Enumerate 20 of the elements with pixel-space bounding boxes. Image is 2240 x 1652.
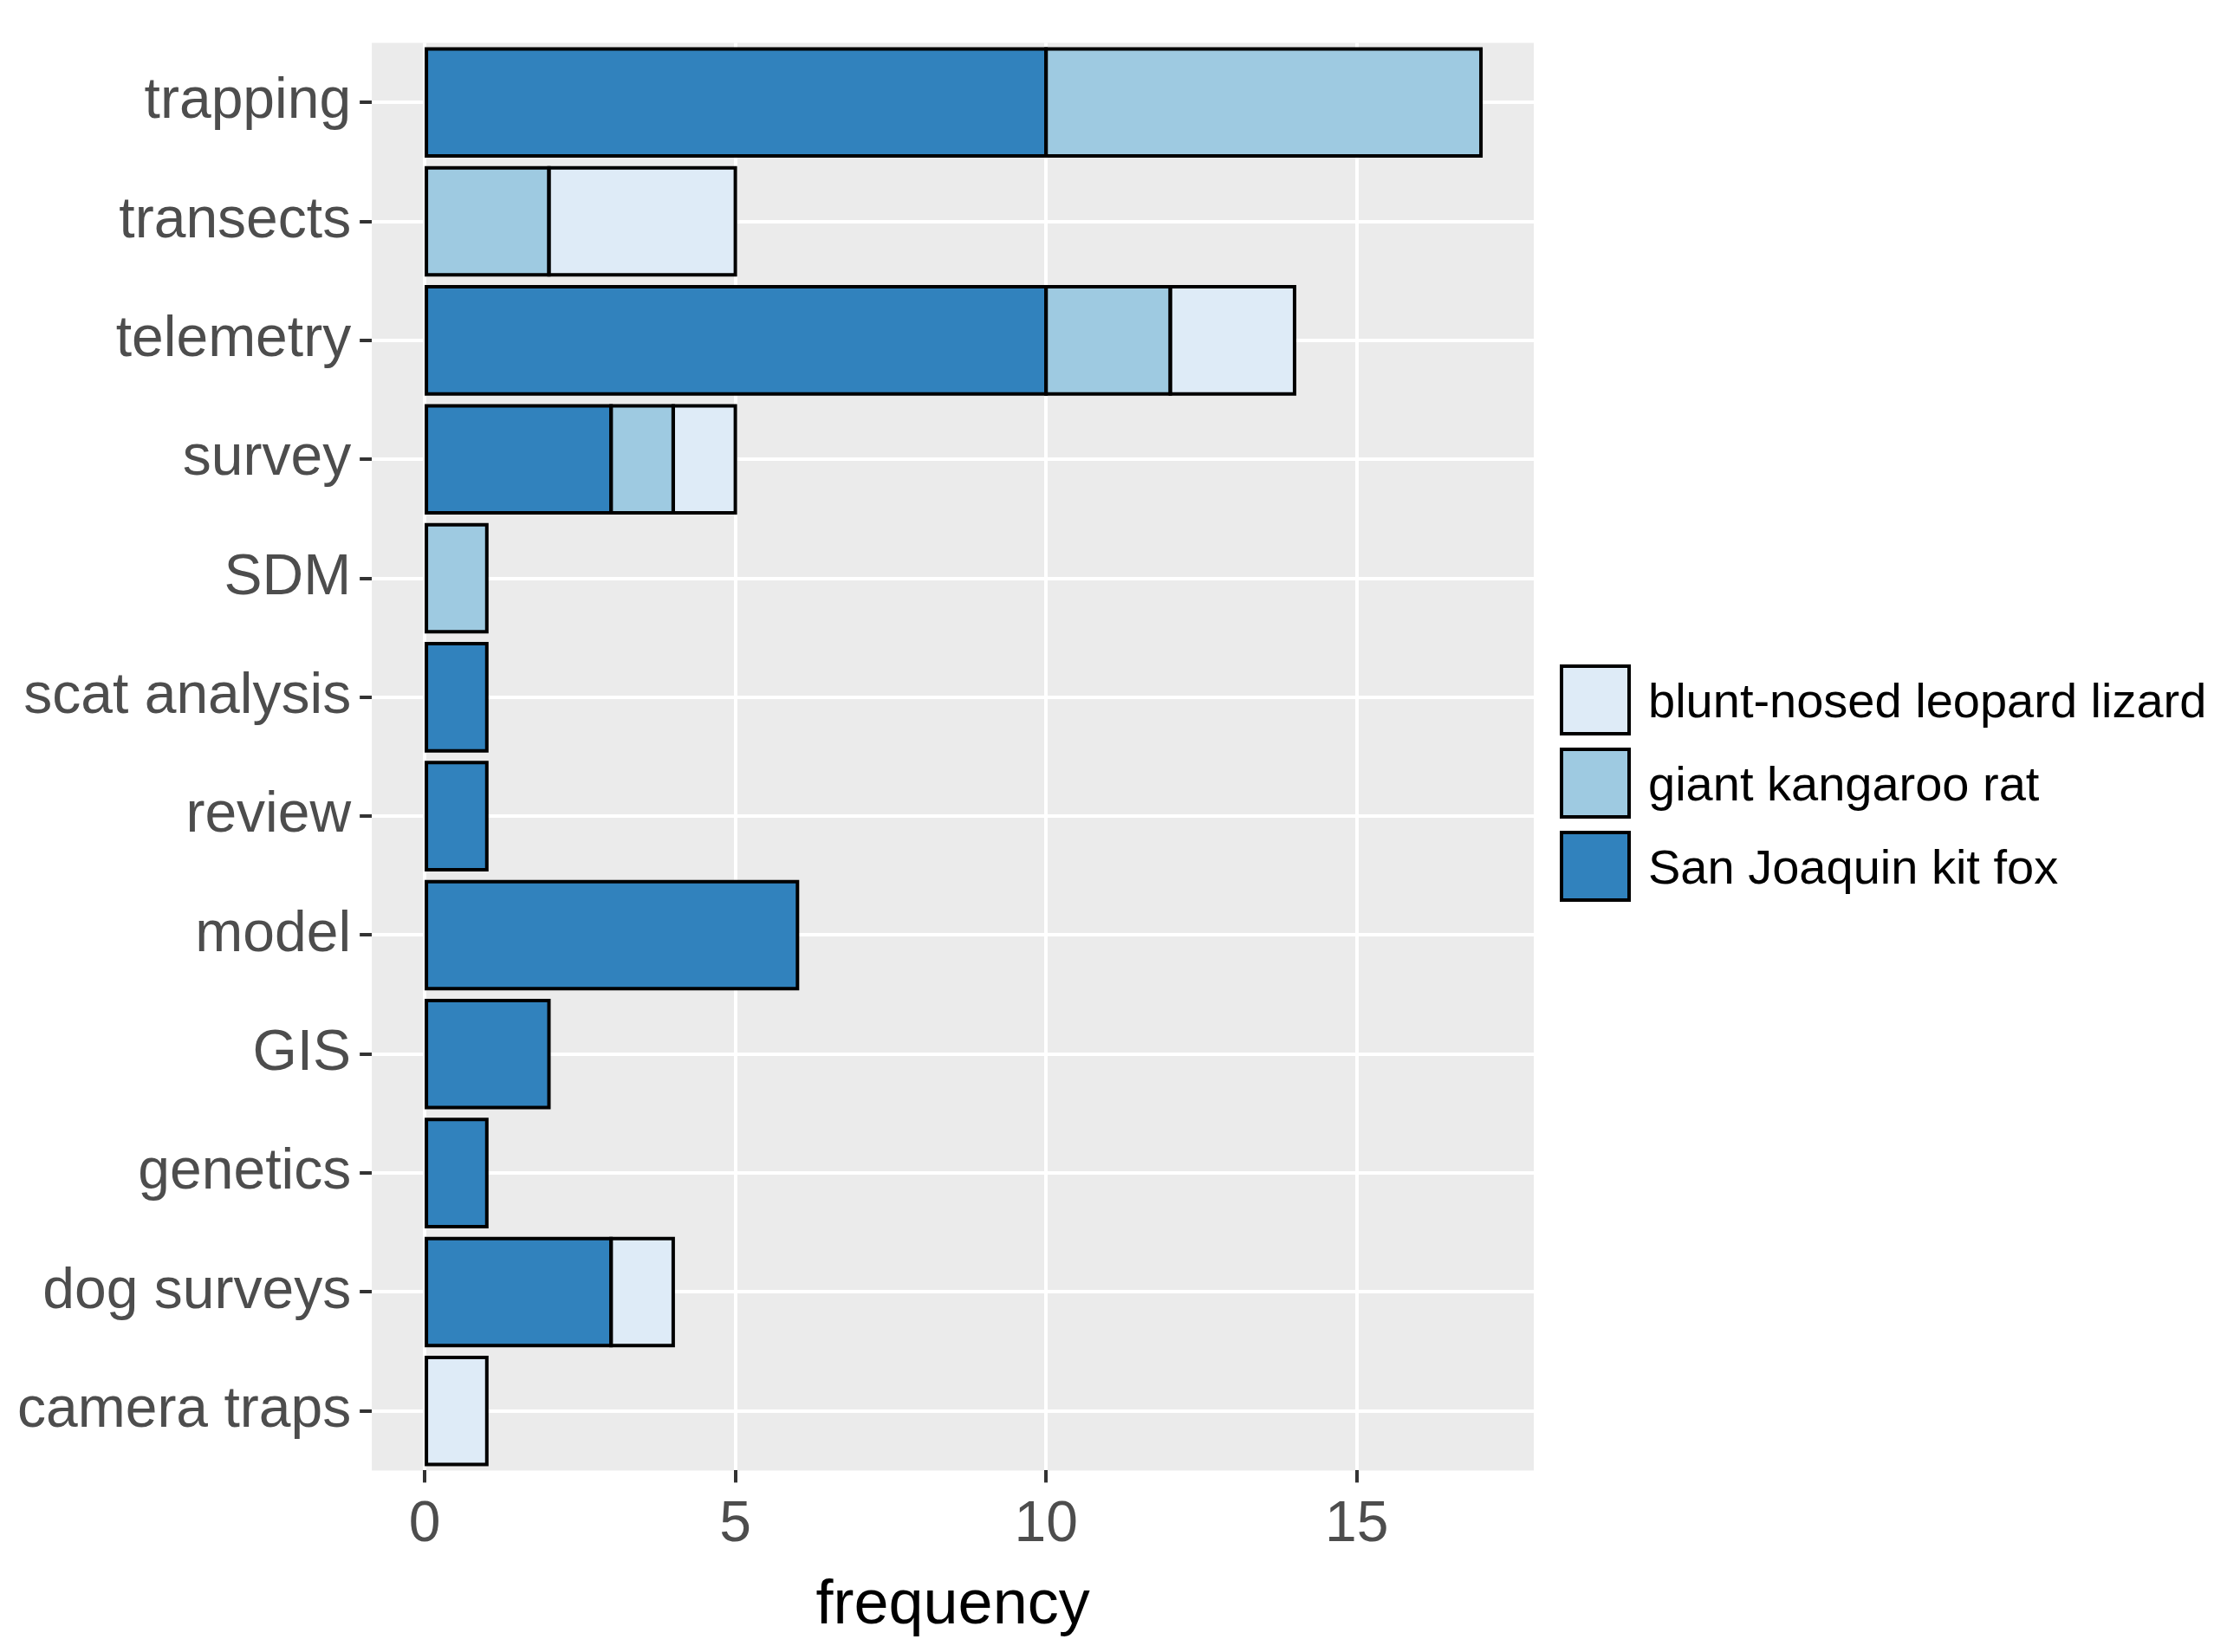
y-tick-label: genetics — [138, 1137, 352, 1202]
y-tick-label: trapping — [144, 66, 352, 131]
y-tick-label: scat analysis — [23, 661, 352, 726]
y-tick-label: GIS — [252, 1017, 352, 1082]
x-tick-label: 10 — [1014, 1489, 1078, 1554]
y-tick-label: survey — [182, 423, 352, 488]
x-tick-label: 0 — [408, 1489, 441, 1554]
y-tick-label: transects — [119, 185, 352, 249]
x-axis-title: frequency — [815, 1566, 1090, 1636]
y-tick-label: camera traps — [17, 1374, 352, 1439]
legend-label: San Joaquin kit fox — [1648, 838, 2059, 895]
legend-label: blunt-nosed leopard lizard — [1648, 671, 2207, 729]
y-tick-label: review — [185, 780, 352, 845]
y-tick-label: telemetry — [115, 304, 352, 369]
y-tick-label: SDM — [224, 541, 352, 606]
y-tick-label: dog surveys — [42, 1255, 352, 1320]
x-tick-label: 5 — [719, 1489, 751, 1554]
y-tick-label: model — [195, 898, 352, 963]
x-tick-label: 15 — [1324, 1489, 1389, 1554]
legend-label: giant kangaroo rat — [1648, 755, 2040, 812]
